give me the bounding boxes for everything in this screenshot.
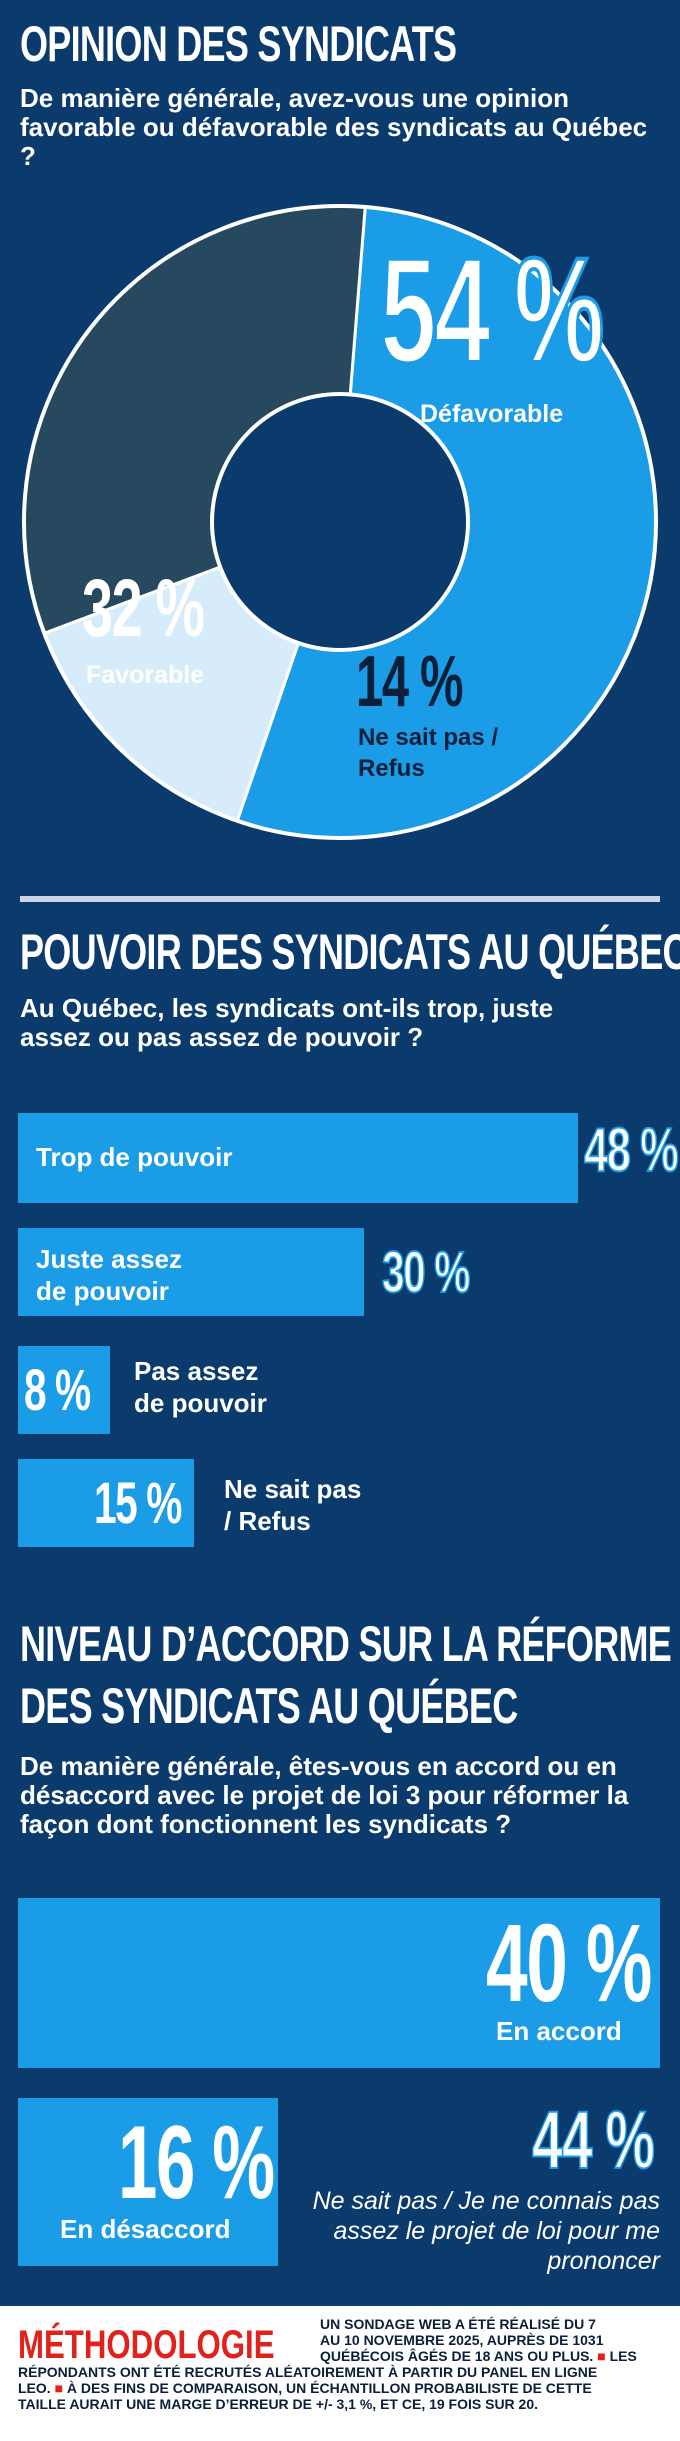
bar-label: En accord: [496, 2016, 622, 2046]
methodology-box: MÉTHODOLOGIE UN SONDAGE WEB A ÉTÉ RÉALIS…: [0, 2306, 680, 2441]
bar-value: 15 %: [94, 1471, 182, 1536]
methodology-line: À DES FINS DE COMPARAISON, UN ÉCHANTILLO…: [66, 2380, 592, 2396]
slice-value-defavorable: 54 %: [380, 228, 602, 395]
methodology-line: TAILLE AURAIT UNE MARGE D’ERREUR DE +/- …: [18, 2396, 539, 2412]
bullet-icon: ■: [54, 2380, 64, 2396]
bar-label-1: Ne sait pas: [224, 1474, 362, 1504]
methodology-line: RÉPONDANTS ONT ÉTÉ RECRUTÉS ALÉATOIREMEN…: [18, 2364, 598, 2380]
slice-label-favorable: Favorable: [86, 661, 204, 689]
slice-label-nsp-1: Ne sait pas /: [358, 724, 498, 751]
section-title-line1: NIVEAU D’ACCORD SUR LA RÉFORME: [20, 1616, 672, 1672]
bar-label-1: Pas assez: [134, 1356, 259, 1386]
bar-value: 30 %: [381, 1240, 471, 1305]
bar-en-accord: [18, 1898, 660, 2068]
section-title: OPINION DES SYNDICATS: [20, 16, 457, 72]
section-divider: [20, 896, 660, 902]
bar-value: 48 %: [583, 1116, 679, 1185]
bar-label-2: / Refus: [224, 1506, 311, 1536]
slice-label-nsp-2: Refus: [358, 755, 425, 782]
slice-value-nsp: 14 %: [356, 642, 463, 723]
label-nsp: Ne sait pas / Je ne connais pas assez le…: [312, 2187, 660, 2275]
bar-value: 16 %: [118, 2105, 275, 2221]
donut-outline: [22, 204, 658, 840]
slice-label-defavorable: Défavorable: [420, 400, 563, 428]
value-nsp: 44 %: [531, 2095, 655, 2186]
methodology-line: UN SONDAGE WEB A ÉTÉ RÉALISÉ DU 7: [320, 2316, 596, 2332]
bar-nsp: [18, 1459, 194, 1547]
section-question: De manière générale, êtes-vous en accord…: [20, 1751, 629, 1839]
bar-value: 40 %: [486, 1902, 652, 2025]
bar-label: Trop de pouvoir: [36, 1142, 233, 1172]
bar-en-desaccord: [18, 2098, 278, 2266]
bar-label-1: Juste assez: [36, 1244, 182, 1274]
bar-label-2: de pouvoir: [36, 1276, 169, 1306]
bar-label: En désaccord: [60, 2214, 231, 2244]
methodology-line: QUÉBÉCOIS ÂGÉS DE 18 ANS OU PLUS.: [320, 2348, 594, 2364]
donut-hole: [210, 392, 470, 652]
bar-label-2: de pouvoir: [134, 1388, 267, 1418]
bullet-icon: ■: [597, 2348, 606, 2364]
section-title-line2: DES SYNDICATS AU QUÉBEC: [20, 1678, 518, 1734]
section-title: POUVOIR DES SYNDICATS AU QUÉBEC: [20, 924, 680, 980]
donut-labels: 54 % Défavorable 32 % Favorable 14 % Ne …: [82, 226, 606, 782]
section-question: De manière générale, avez-vous une opini…: [20, 83, 648, 171]
slice-value-favorable: 32 %: [82, 562, 204, 653]
bar-value: 8 %: [24, 1358, 91, 1423]
bar-juste-assez: [18, 1228, 364, 1316]
methodology-heading: MÉTHODOLOGIE: [18, 2323, 275, 2367]
methodology-line: AU 10 NOVEMBRE 2025, AUPRÈS DE 1031: [320, 2332, 604, 2348]
bar-trop-de-pouvoir: [18, 1113, 578, 1203]
bar-pas-assez: [18, 1346, 110, 1434]
donut-chart: 54 % Défavorable 32 % Favorable 14 % Ne …: [22, 204, 658, 840]
methodology-text: UN SONDAGE WEB A ÉTÉ RÉALISÉ DU 7 AU 10 …: [18, 2316, 668, 2412]
methodology-line: LES: [609, 2348, 637, 2364]
methodology-line: LEO.: [18, 2380, 51, 2396]
section-opinion: OPINION DES SYNDICATS De manière général…: [0, 0, 680, 880]
section-question: Au Québec, les syndicats ont-ils trop, j…: [20, 993, 554, 1052]
